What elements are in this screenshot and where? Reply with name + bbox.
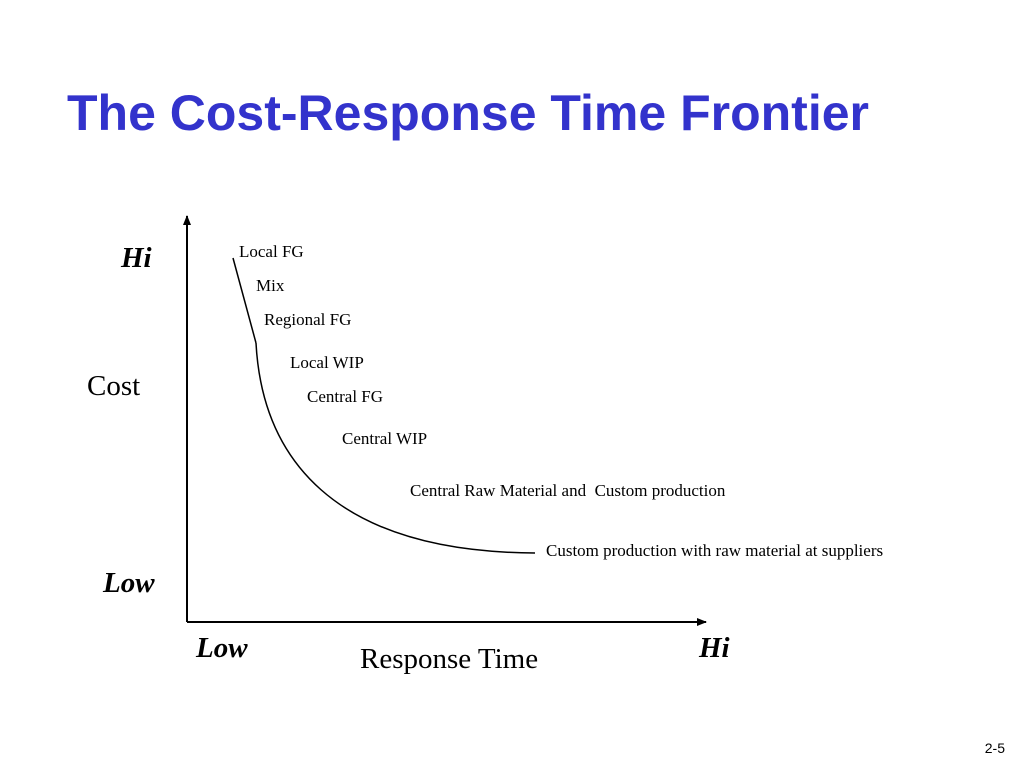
- frontier-label-mix: Mix: [256, 276, 285, 295]
- x-axis-label: Response Time: [360, 643, 538, 675]
- frontier-steep-segment: [232, 257, 257, 344]
- y-axis-low-label: Low: [102, 567, 155, 599]
- frontier-label-central-wip: Central WIP: [342, 429, 427, 448]
- slide-title: The Cost-Response Time Frontier: [67, 85, 869, 141]
- frontier-label-local-fg: Local FG: [239, 242, 304, 261]
- frontier-curve: [255, 342, 536, 554]
- frontier-label-central-raw-material: Central Raw Material and Custom producti…: [410, 481, 726, 500]
- frontier-label-central-fg: Central FG: [307, 387, 383, 406]
- x-axis-high-label: Hi: [698, 632, 730, 664]
- y-axis-high-label: Hi: [120, 242, 152, 274]
- x-axis-low-label: Low: [195, 632, 248, 664]
- frontier-label-regional-fg: Regional FG: [264, 310, 351, 329]
- y-axis-label: Cost: [87, 370, 140, 402]
- frontier-label-local-wip: Local WIP: [290, 353, 364, 372]
- frontier-label-custom-production-suppliers: Custom production with raw material at s…: [546, 541, 883, 560]
- page-number: 2-5: [984, 740, 1005, 756]
